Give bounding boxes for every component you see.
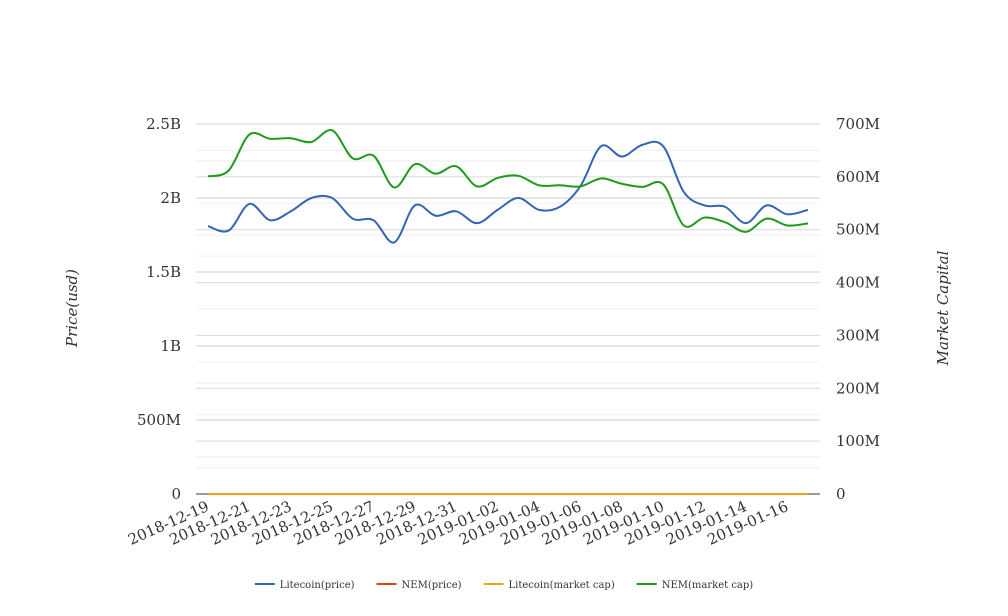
- y-left-tick-label: 1B: [160, 337, 181, 355]
- y-right-tick-label: 0: [836, 485, 846, 503]
- y-left-tick-label: 0: [171, 485, 181, 503]
- y-left-axis-title: Price(usd): [63, 269, 81, 348]
- series-lines: [207, 129, 809, 495]
- y-right-tick-label: 400M: [836, 274, 880, 292]
- series-line-litecoin-price: [207, 140, 809, 244]
- y-right-tick-label: 500M: [836, 221, 880, 239]
- legend: Litecoin(price) NEM(price) Litecoin(market…: [254, 580, 754, 591]
- legend-label: Litecoin(price): [280, 580, 355, 591]
- legend-label: NEM(market cap): [662, 580, 754, 591]
- y-left-tick-label: 1.5B: [146, 263, 181, 281]
- y-right-tick-label: 700M: [836, 115, 880, 133]
- y-right-tick-label: 200M: [836, 379, 880, 397]
- y-left-tick-label: 2B: [160, 189, 181, 207]
- series-line-nem-market-cap: [207, 129, 809, 233]
- legend-label: Litecoin(market cap): [509, 580, 615, 591]
- grid-lines: [196, 123, 820, 495]
- y-right-tick-label: 600M: [836, 168, 880, 186]
- y-right-axis-title: Market Capital: [934, 250, 952, 366]
- tick-labels: 0 500M 1B 1.5B 2B 2.5B 0 100M 200M 300M 400M 500M 60…: [125, 115, 880, 549]
- legend-label: NEM(price): [402, 580, 462, 591]
- y-right-tick-label: 100M: [836, 432, 880, 450]
- y-left-tick-label: 2.5B: [146, 115, 181, 133]
- y-right-tick-label: 300M: [836, 326, 880, 344]
- y-left-tick-label: 500M: [137, 411, 181, 429]
